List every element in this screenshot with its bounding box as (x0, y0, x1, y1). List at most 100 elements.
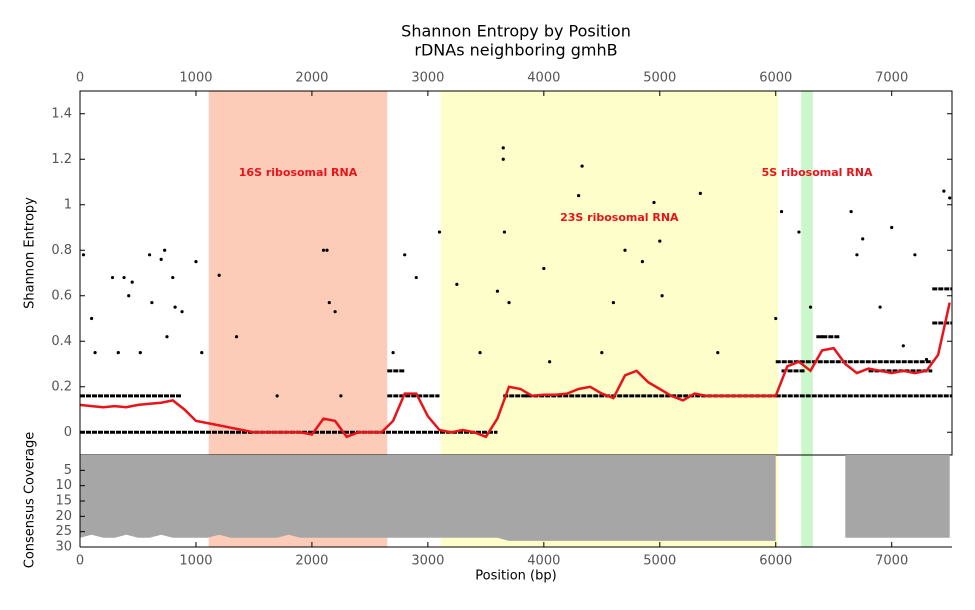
y-tick-label: 30 (55, 540, 72, 555)
point (698, 191, 702, 195)
point (542, 266, 546, 271)
point (779, 209, 784, 214)
x-tick-label: 0 (76, 554, 84, 569)
point (901, 344, 905, 348)
x-tick-label: 3000 (411, 554, 444, 569)
x-tick-label: 2000 (295, 554, 328, 569)
point (548, 360, 552, 364)
point (808, 305, 813, 309)
point (403, 253, 407, 257)
point (437, 230, 442, 234)
x-axis-label: Position (bp) (475, 569, 556, 584)
point (275, 394, 279, 398)
point (623, 248, 627, 252)
point (507, 300, 511, 305)
point (455, 282, 459, 286)
y-tick-label: 1.4 (51, 106, 72, 121)
point (495, 289, 500, 293)
point (501, 146, 505, 150)
point (861, 237, 865, 241)
x-tick-label: 7000 (875, 554, 908, 569)
point (913, 253, 917, 257)
point (924, 357, 929, 362)
point (820, 335, 824, 339)
x-tick-label: 2000 (295, 71, 328, 86)
point (948, 196, 952, 200)
coverage-area (80, 455, 950, 541)
point (774, 316, 778, 321)
point (173, 305, 177, 309)
point (321, 248, 326, 252)
point (878, 305, 882, 309)
point (194, 260, 198, 264)
point (327, 300, 331, 305)
point (333, 310, 337, 314)
point (414, 275, 418, 280)
x-tick-label: 1000 (179, 554, 212, 569)
y-tick-label: 1.2 (51, 152, 72, 167)
x-tick-label: 5000 (643, 71, 676, 86)
point (217, 273, 221, 277)
x-tick-label: 4000 (527, 554, 560, 569)
point (159, 257, 163, 261)
y-axis-label: Shannon Entropy (23, 197, 38, 309)
point (524, 394, 529, 398)
point (234, 335, 239, 339)
y-tick-label: 0 (64, 425, 72, 440)
point (200, 351, 204, 355)
point (652, 200, 656, 205)
point (180, 310, 184, 314)
x-tick-label: 3000 (411, 71, 444, 86)
point (138, 351, 142, 355)
region-label: 5S ribosomal RNA (762, 166, 873, 179)
point (165, 335, 169, 339)
point (81, 253, 86, 257)
point (502, 230, 507, 234)
point (171, 275, 175, 280)
y-tick-label: 0.4 (51, 334, 72, 349)
x-tick-label: 7000 (875, 71, 908, 86)
y-tick-label: 0.8 (51, 243, 72, 258)
point (600, 351, 604, 355)
y-tick-label: 5 (64, 463, 72, 478)
smoothed-line (79, 302, 951, 439)
chart-title: Shannon Entropy by Position (401, 22, 631, 41)
point (391, 351, 395, 355)
point (122, 275, 126, 280)
point (658, 239, 662, 243)
region-label: 16S ribosomal RNA (239, 166, 358, 179)
y-tick-label: 1 (64, 197, 72, 212)
point (640, 260, 644, 264)
point (147, 253, 152, 257)
point (93, 351, 97, 355)
x-tick-label: 1000 (179, 71, 212, 86)
point (116, 351, 120, 355)
point (478, 351, 482, 355)
x-tick-label: 6000 (759, 71, 792, 86)
point (501, 157, 505, 161)
point (339, 394, 343, 398)
chart-subtitle: rDNAs neighboring gmhB (414, 41, 617, 60)
point (130, 280, 134, 284)
y-tick-label: 0.6 (51, 288, 72, 303)
y-tick-label: 10 (55, 478, 72, 493)
point (580, 164, 584, 168)
point (110, 275, 115, 280)
point (797, 230, 801, 234)
point (611, 300, 616, 305)
point (577, 194, 581, 198)
y-axis-label: Consensus Coverage (23, 432, 38, 568)
y-tick-label: 20 (55, 509, 72, 524)
region-label: 23S ribosomal RNA (560, 211, 679, 224)
point (660, 294, 664, 298)
point (89, 316, 94, 321)
y-tick-label: 25 (55, 524, 72, 539)
y-tick-label: 0.2 (51, 379, 72, 394)
point (716, 351, 720, 355)
point (849, 209, 853, 214)
x-tick-label: 6000 (759, 554, 792, 569)
point (855, 253, 859, 257)
x-tick-label: 4000 (527, 71, 560, 86)
point (150, 300, 154, 305)
